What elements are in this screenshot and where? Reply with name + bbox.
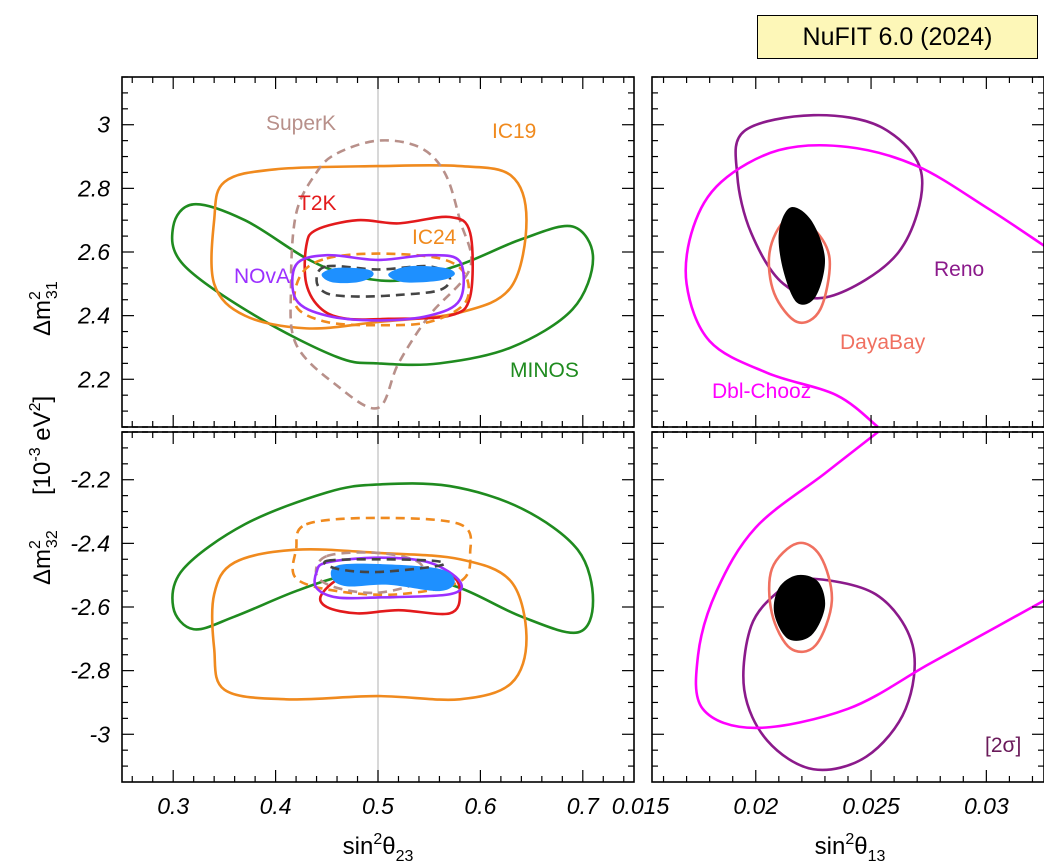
x-tick-label-bottom-left: 0.7	[567, 793, 600, 819]
y-tick-label-bottom-left: -2.2	[70, 467, 110, 493]
panel-top-right-frame	[651, 76, 1044, 428]
panel-bottom-left-contour-region-7	[323, 557, 446, 574]
panel-top-left-contour-nova	[290, 253, 466, 322]
minos-label: MINOS	[510, 359, 579, 382]
panel-top-left-contour-superk	[289, 139, 473, 410]
y-tick-label-top-left: 2.2	[77, 366, 110, 392]
panel-bottom-right-contour-region-0	[742, 577, 916, 772]
panel-bottom-right-contour-global-fit-region	[773, 574, 826, 641]
x-axis-title-left: sin2θ23	[343, 831, 414, 861]
panel-top-left-plot	[170, 77, 595, 427]
y-axis-title-dm31: Δm231	[27, 281, 61, 336]
y-tick-label-bottom-left: -2.8	[70, 658, 110, 684]
y-axis-title-dm32: Δm232	[27, 530, 61, 585]
t2k-label: T2K	[298, 192, 337, 215]
dayabay-label: DayaBay	[840, 331, 926, 354]
y-tick-label-bottom-left: -2.6	[70, 594, 110, 620]
panel-top-right-plot	[684, 113, 1044, 427]
x-tick-label-bottom-left: 0.3	[157, 793, 189, 819]
panel-bottom-right-contour-region-1	[767, 541, 834, 654]
nova-label: NOvA	[234, 265, 290, 288]
contour-layer	[170, 77, 1044, 782]
panel-top-right-contour-reno	[734, 113, 924, 300]
y-tick-label-top-left: 2.8	[77, 175, 110, 201]
y-tick-label-top-left: 2.4	[77, 303, 110, 329]
panel-bottom-right-contour-region-3	[694, 432, 1044, 730]
panel-bottom-left-plot	[171, 432, 595, 782]
panel-bottom-left-contour-global-fit-region	[330, 563, 455, 592]
nufit-version-banner: NuFIT 6.0 (2024)	[757, 15, 1038, 59]
x-tick-label-bottom-left: 0.5	[362, 793, 394, 819]
panel-top-left-contour-global-fit-region	[321, 267, 374, 284]
axis-titles: sin2θ23 sin2θ13 Δm231 Δm232 [10-3 eV2]	[27, 281, 885, 861]
x-tick-label-bottom-left: 0.6	[464, 793, 496, 819]
panel-top-right-contour-dbl-chooz	[684, 144, 1044, 427]
axes-layer: 2.2 2.4 2.6 2.8 3 0.3 0.4 0.5 0.6 0.7 -2.2 -2.4 -2.6…	[70, 76, 1044, 819]
x-tick-label-bottom-right: 0.02	[733, 793, 778, 819]
contour-labels: SuperK IC19 T2K IC24 NOvA MINOS Reno Day…	[234, 112, 1021, 757]
x-tick-label-bottom-right: 0.015	[612, 793, 670, 819]
y-tick-label-top-left: 3	[97, 112, 110, 138]
x-tick-label-bottom-left: 0.4	[260, 793, 292, 819]
panel-top-left-contour-ic19	[210, 163, 528, 330]
panel-top-left-contour-t2k	[303, 215, 474, 321]
panel-bottom-right-plot	[694, 432, 1044, 772]
superk-label: SuperK	[266, 112, 336, 135]
dbl-chooz-label: Dbl-Chooz	[712, 380, 811, 403]
reno-label: Reno	[934, 258, 984, 281]
y-tick-label-bottom-left: -2.4	[70, 530, 110, 556]
panel-bottom-left-contour-region-3	[314, 551, 426, 595]
panel-top-right-contour-global-fit-region	[778, 207, 826, 305]
y-tick-label-top-left: 2.6	[77, 239, 110, 265]
y-tick-label-bottom-left: -3	[90, 721, 111, 747]
sigma-level-label: [2σ]	[985, 734, 1021, 757]
panel-bottom-left-contour-region-1	[210, 547, 528, 702]
x-tick-label-bottom-right: 0.03	[964, 793, 1009, 819]
ic19-label: IC19	[492, 120, 536, 143]
x-tick-label-bottom-right: 0.025	[842, 793, 900, 819]
panel-top-left-contour-global-fit-region	[388, 265, 455, 283]
ic24-label: IC24	[412, 226, 457, 249]
y-axis-units: [10-3 eV2]	[27, 396, 56, 495]
x-axis-title-right: sin2θ13	[815, 831, 886, 861]
